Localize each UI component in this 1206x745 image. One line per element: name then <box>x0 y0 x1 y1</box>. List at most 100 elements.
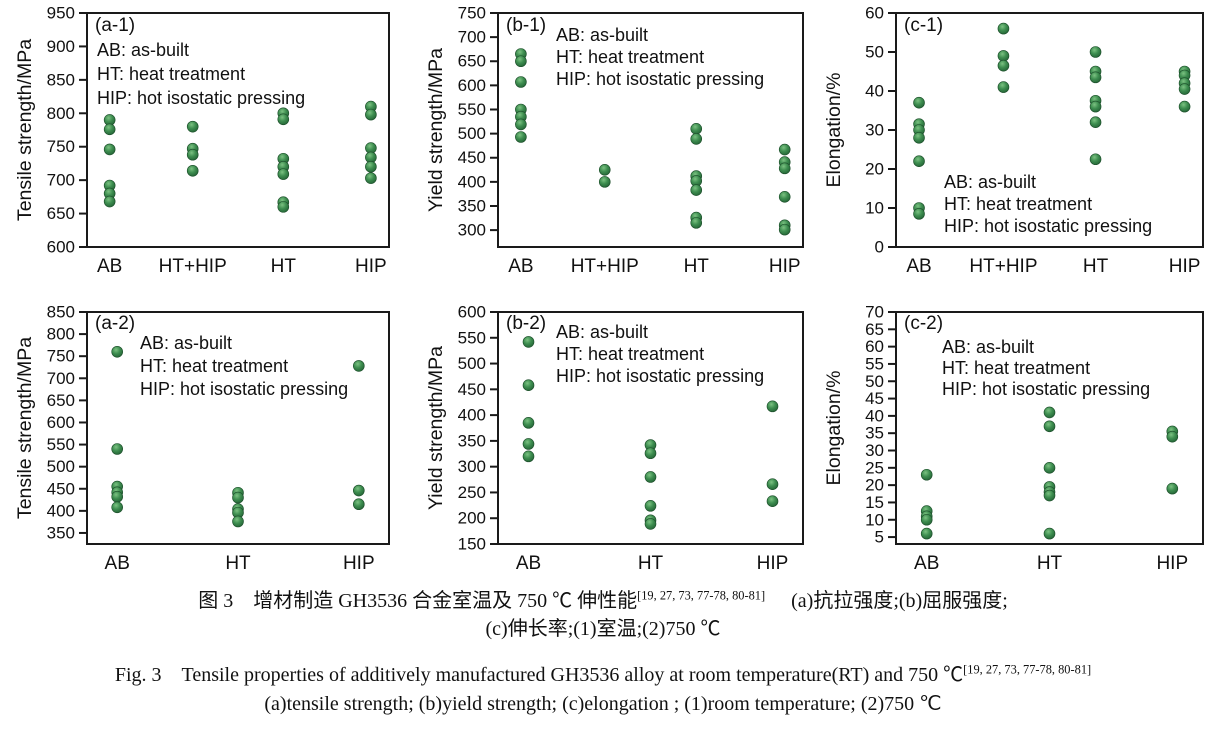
data-point <box>1089 100 1102 113</box>
data-point <box>766 495 779 508</box>
x-category-label: HIP <box>1169 256 1201 277</box>
y-tick-label: 700 <box>458 28 486 47</box>
data-point <box>103 195 116 208</box>
y-tick-label: 55 <box>865 354 884 373</box>
data-point <box>1166 430 1179 443</box>
plot-frame <box>497 311 804 545</box>
legend-line: HIP: hot isostatic pressing <box>140 379 348 399</box>
data-point <box>1178 83 1191 95</box>
y-tick-label: 60 <box>865 337 884 356</box>
panel-label: (c-1) <box>904 15 943 36</box>
x-category-label: HT <box>1083 256 1109 277</box>
data-point <box>778 143 791 156</box>
panel-label: (c-2) <box>904 313 943 334</box>
caption-en-line2: (a)tensile strength; (b)yield strength; … <box>0 691 1206 716</box>
x-category-label: HT <box>638 553 664 574</box>
data-point <box>515 118 527 131</box>
y-tick-label: 40 <box>865 82 884 101</box>
data-point <box>598 176 611 188</box>
x-category-label: HT+HIP <box>571 256 639 277</box>
plot-panel-a-2: 850 800 750 700 650 600 550 500 450 400 350 Tensile… <box>14 303 390 574</box>
x-category-label: AB <box>516 553 541 574</box>
x-category-label: HT+HIP <box>969 256 1037 277</box>
y-tick-label: 450 <box>458 148 486 167</box>
plot-frame <box>895 12 1204 248</box>
y-tick-label: 60 <box>865 4 884 23</box>
data-point <box>913 208 925 220</box>
data-point <box>186 148 199 161</box>
legend-line: HT: heat treatment <box>556 47 704 67</box>
x-category-label: AB <box>97 256 122 277</box>
data-point <box>186 120 199 133</box>
legend-line: AB: as-built <box>944 172 1036 192</box>
data-point <box>690 217 703 229</box>
data-point <box>515 131 527 143</box>
data-point <box>111 490 123 503</box>
data-point <box>778 223 791 236</box>
y-tick-label: 800 <box>47 104 75 123</box>
legend-line: HT: heat treatment <box>942 358 1090 378</box>
data-point <box>522 438 535 450</box>
data-point <box>277 113 290 126</box>
x-category-label: AB <box>105 553 130 574</box>
data-point <box>515 76 527 88</box>
y-tick-label: 600 <box>47 238 75 257</box>
y-tick-label: 50 <box>865 372 884 391</box>
y-axis-title: Yield strength/MPa <box>425 346 447 510</box>
legend-line: AB: as-built <box>942 337 1034 357</box>
y-tick-label: 50 <box>865 43 884 62</box>
x-category-label: HIP <box>343 553 375 574</box>
data-point <box>103 123 116 136</box>
y-tick-label: 500 <box>47 457 75 476</box>
legend-line: AB: as-built <box>556 322 648 342</box>
y-tick-label: 700 <box>47 369 75 388</box>
y-tick-label: 500 <box>458 124 486 143</box>
data-point <box>997 59 1010 72</box>
y-tick-label: 70 <box>865 303 884 322</box>
y-tick-label: 35 <box>865 424 884 443</box>
x-category-label: HT <box>1037 553 1063 574</box>
legend-line: HIP: hot isostatic pressing <box>556 366 764 386</box>
y-tick-label: 350 <box>458 196 486 215</box>
y-tick-label: 650 <box>47 204 75 223</box>
y-tick-label: 450 <box>47 479 75 498</box>
legend-line: AB: as-built <box>140 333 232 353</box>
y-axis-title: Tensile strength/MPa <box>14 39 36 221</box>
y-tick-label: 750 <box>47 137 75 156</box>
legend-line: HT: heat treatment <box>97 64 245 84</box>
data-point <box>277 168 290 180</box>
legend-line: AB: as-built <box>556 25 648 45</box>
data-point <box>766 478 779 490</box>
data-point <box>920 513 933 526</box>
y-tick-label: 750 <box>47 347 75 366</box>
legend-line: HIP: hot isostatic pressing <box>942 379 1150 399</box>
data-point <box>778 162 791 175</box>
y-tick-label: 650 <box>47 391 75 410</box>
panel-label: (b-2) <box>506 313 546 334</box>
y-tick-label: 250 <box>458 483 486 502</box>
legend-line: AB: as-built <box>97 40 189 60</box>
legend-line: HIP: hot isostatic pressing <box>556 69 764 89</box>
x-category-label: HT <box>271 256 297 277</box>
data-point <box>232 515 244 528</box>
data-point <box>644 518 657 530</box>
data-point <box>232 491 244 504</box>
y-tick-label: 550 <box>458 100 486 119</box>
caption-zh-line1-tail: (a)抗拉强度;(b)屈服强度; <box>791 590 1008 612</box>
y-tick-label: 600 <box>458 76 486 95</box>
data-point <box>766 400 779 413</box>
panel-label: (b-1) <box>506 15 546 36</box>
y-tick-label: 30 <box>865 121 884 140</box>
data-point <box>644 471 657 483</box>
data-point <box>103 143 116 156</box>
y-tick-label: 900 <box>47 37 75 56</box>
data-point <box>522 336 535 348</box>
data-point <box>913 155 925 167</box>
x-category-label: HIP <box>355 256 387 277</box>
data-point <box>522 417 535 429</box>
data-point <box>1043 489 1056 502</box>
caption-en-line1: Fig. 3 Tensile properties of additively … <box>0 658 1206 687</box>
y-tick-label: 400 <box>458 172 486 191</box>
